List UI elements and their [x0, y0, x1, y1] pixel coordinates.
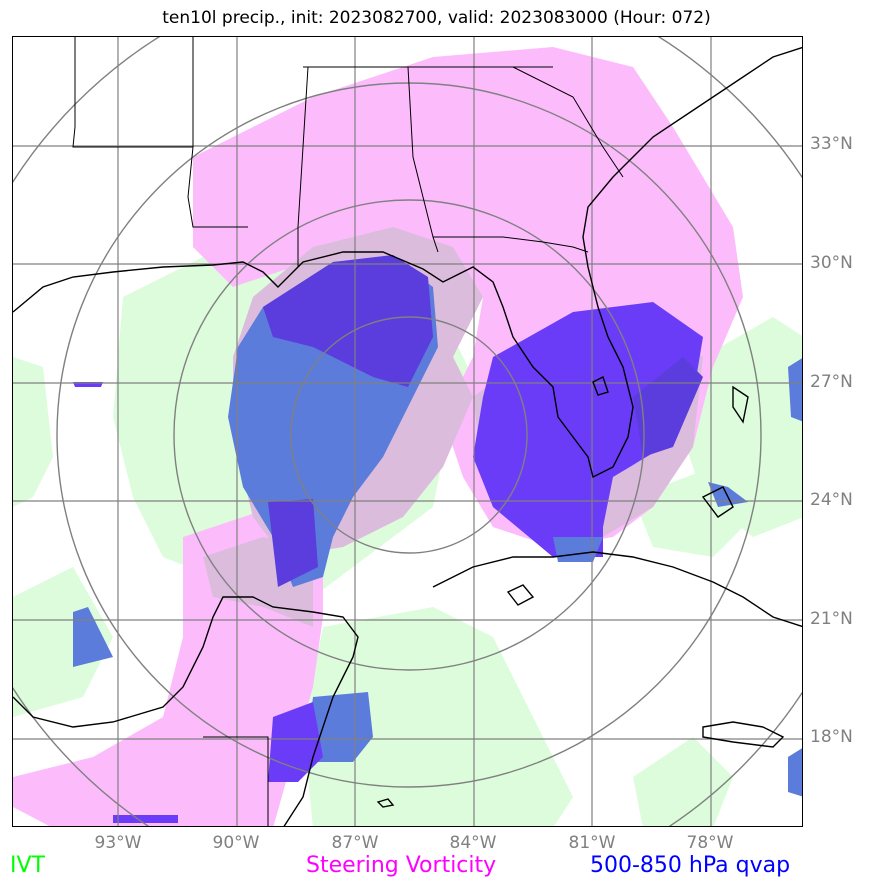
legend-ivt: IVT: [10, 853, 45, 878]
lat-label-30n: 30°N: [810, 253, 853, 273]
lon-label-84w: 84°W: [449, 833, 497, 853]
qvap-field: [73, 255, 802, 823]
legend-steering-vorticity: Steering Vorticity: [306, 853, 497, 878]
lat-label-18n: 18°N: [810, 727, 853, 747]
map-canvas: [13, 37, 802, 826]
coastlines: [13, 46, 802, 826]
graticule: [13, 37, 802, 826]
lat-label-24n: 24°N: [810, 490, 853, 510]
political-borders: [72, 37, 624, 826]
lon-label-87w: 87°W: [331, 833, 379, 853]
lon-label-81w: 81°W: [568, 833, 616, 853]
map-panel: [12, 36, 803, 827]
lon-label-78w: 78°W: [686, 833, 734, 853]
lon-label-90w: 90°W: [212, 833, 260, 853]
lat-label-27n: 27°N: [810, 372, 853, 392]
lat-label-33n: 33°N: [810, 134, 853, 154]
lon-label-93w: 93°W: [94, 833, 142, 853]
lat-label-21n: 21°N: [810, 609, 853, 629]
legend-qvap: 500-850 hPa qvap: [590, 853, 791, 878]
map-title: ten10l precip., init: 2023082700, valid:…: [162, 8, 711, 28]
